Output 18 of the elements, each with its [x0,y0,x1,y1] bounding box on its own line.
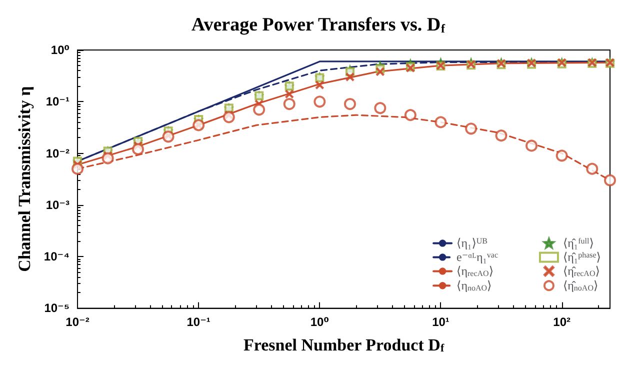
legend-label: ⟨ηrecAO⟩ [456,264,494,278]
y-tick-label: 10⁻³ [46,198,70,212]
chart-title: Average Power Transfers vs. Df [191,14,446,36]
y-tick-label: 10⁻² [46,146,70,160]
legend-label: ⟨η̂recAO⟩ [562,264,600,278]
x-tick-label: 10¹ [432,315,450,330]
x-axis-title: Fresnel Number Product Df [243,336,445,355]
x-tick-label: 10⁻¹ [186,315,210,330]
y-tick-label: 10⁻⁴ [44,250,70,264]
x-tick-label: 10⁻² [66,315,90,330]
legend-label: ⟨ηnoAO⟩ [456,278,492,293]
x-tick-label: 10² [553,315,570,330]
legend-label: ⟨η̂noAO⟩ [562,278,598,293]
y-tick-label: 10⁻¹ [46,94,70,109]
x-tick-label: 10⁰ [310,315,329,330]
y-axis-title: Channel Transmissivity η [15,86,34,272]
y-tick-label: 10⁻⁵ [44,301,70,316]
y-tick-label: 10⁰ [50,43,70,57]
